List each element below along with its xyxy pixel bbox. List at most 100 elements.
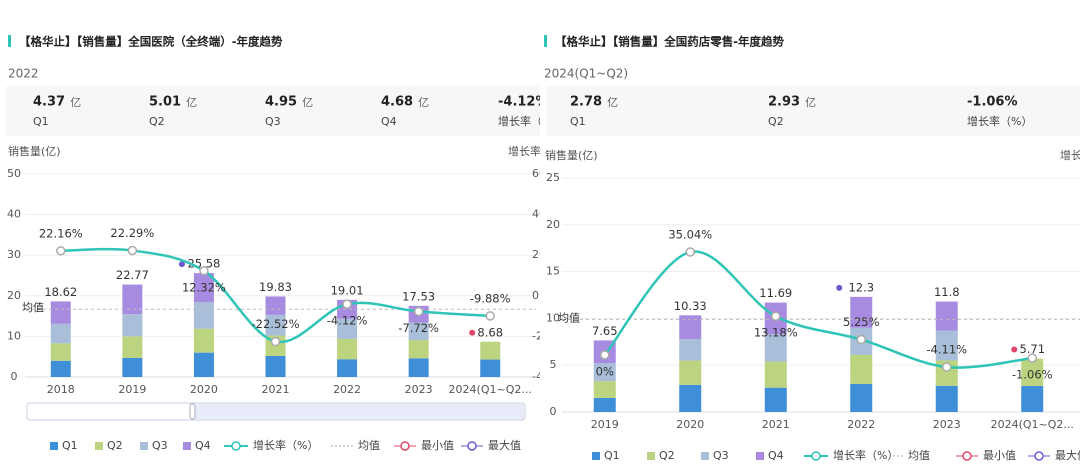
x-tick-label: 2024(Q1~Q2... <box>449 383 532 396</box>
legend-dot <box>467 441 477 451</box>
y2-tick-label: 60 <box>532 167 540 180</box>
y-tick-label: 0 <box>550 405 557 418</box>
growth-label: 12.32% <box>182 280 226 294</box>
bar-segment <box>408 340 429 359</box>
stats-bg <box>546 86 1080 136</box>
legend-label: 均值 <box>358 439 380 452</box>
y-tick-label: 10 <box>7 329 21 342</box>
legend-dot <box>962 451 972 461</box>
stat-value: 2.78 <box>570 95 602 110</box>
y2-tick-label: 0 <box>532 289 539 302</box>
average-label: 均值 <box>558 311 580 324</box>
growth-label: 35.04% <box>668 227 712 241</box>
bar-segment <box>265 314 286 336</box>
x-tick-label: 2021 <box>762 418 790 431</box>
total-label: 7.65 <box>592 324 618 338</box>
bar-segment <box>480 359 501 377</box>
growth-label: 5.25% <box>843 315 880 329</box>
stat-unit: 亿 <box>607 96 618 109</box>
growth-label: -7.72% <box>398 321 439 335</box>
bar-segment <box>593 397 616 412</box>
bar-segment <box>193 352 214 377</box>
legend-swatch <box>647 452 655 460</box>
bar-segment <box>337 338 358 360</box>
zoom-range <box>193 404 524 419</box>
y2-axis-label: 增长率（%） <box>508 144 540 158</box>
bar-segment <box>337 318 358 339</box>
y-tick-label: 0 <box>11 370 18 383</box>
legend-label: 最小值 <box>421 439 454 452</box>
y-tick-label: 10 <box>546 311 560 324</box>
legend-dot <box>811 451 821 461</box>
y-tick-label: 20 <box>7 289 21 302</box>
average-label: 均值 <box>22 301 44 314</box>
legend-swatch <box>592 452 600 460</box>
growth-point <box>485 311 495 321</box>
stat-unit: 亿 <box>302 96 313 109</box>
y-tick-label: 50 <box>7 167 21 180</box>
growth-point <box>856 334 866 345</box>
bar-segment <box>50 360 71 377</box>
y-tick-label: 40 <box>7 208 21 221</box>
growth-label: 0% <box>596 364 614 378</box>
growth-point <box>127 245 138 256</box>
bar-segment <box>265 355 286 377</box>
stat-label: 增长率（%） <box>967 114 1032 128</box>
bar-segment <box>850 383 873 412</box>
total-label: 19.01 <box>331 283 364 297</box>
growth-label: -22.52% <box>252 317 300 331</box>
bar-segment <box>593 381 616 398</box>
zoom-handle <box>189 403 196 420</box>
period: 2022 <box>8 67 39 81</box>
total-label: 11.8 <box>934 285 960 299</box>
legend-label: 最大值 <box>488 438 521 452</box>
x-tick-label: 2019 <box>591 418 619 431</box>
bar-segment <box>122 284 143 315</box>
x-tick-label: 2020 <box>190 383 218 396</box>
legend-swatch <box>756 452 764 460</box>
stat-value: 4.68 <box>381 95 413 110</box>
total-label: 12.3 <box>848 280 874 294</box>
max-marker <box>836 284 843 291</box>
total-label: 10.33 <box>674 299 707 313</box>
y-axis-label: 销售量(亿) <box>8 144 61 158</box>
bar-segment <box>122 336 143 358</box>
panel-title: 【格华止】【销售量】全国药店零售-年度趋势 <box>555 35 785 49</box>
bar-segment <box>265 296 286 315</box>
period: 2024(Q1~Q2) <box>544 67 628 81</box>
legend-label: Q2 <box>107 439 123 452</box>
y2-axis-label: 增长率（%） <box>1060 148 1080 162</box>
stat-label: Q2 <box>149 115 165 128</box>
legend-dot <box>231 441 241 451</box>
panel-title: 【格华止】【销售量】全国医院（全终端）-年度趋势 <box>19 35 283 49</box>
growth-label: -9.88% <box>470 291 511 305</box>
total-label: 17.53 <box>402 289 435 303</box>
bar-segment <box>408 358 429 377</box>
legend-label: 最小值 <box>983 449 1016 462</box>
stat-unit: 亿 <box>70 96 81 109</box>
growth-point <box>199 266 209 276</box>
bar-segment <box>679 384 702 412</box>
bar-segment <box>935 330 958 361</box>
stat-label: 增长率（%） <box>498 114 540 128</box>
stat-unit: 亿 <box>805 96 816 109</box>
total-label: 19.83 <box>259 280 292 294</box>
bar-segment <box>50 323 71 344</box>
growth-point <box>942 362 952 372</box>
bar-segment <box>193 328 214 353</box>
bar-segment <box>1021 385 1044 412</box>
max-marker <box>178 261 185 268</box>
bar-segment <box>122 357 143 377</box>
legend-dot <box>400 441 410 451</box>
legend-label: Q1 <box>62 439 78 452</box>
bar-segment <box>850 354 873 384</box>
legend-swatch <box>50 442 58 450</box>
x-tick-label: 2024(Q1~Q2... <box>991 418 1074 431</box>
growth-label: -4.12% <box>327 314 368 328</box>
min-marker <box>1011 346 1018 353</box>
bar-segment <box>850 296 873 328</box>
stats-bg <box>6 86 540 136</box>
bar-segment <box>935 385 958 412</box>
growth-label: 22.16% <box>39 226 83 240</box>
x-tick-label: 2019 <box>118 383 146 396</box>
